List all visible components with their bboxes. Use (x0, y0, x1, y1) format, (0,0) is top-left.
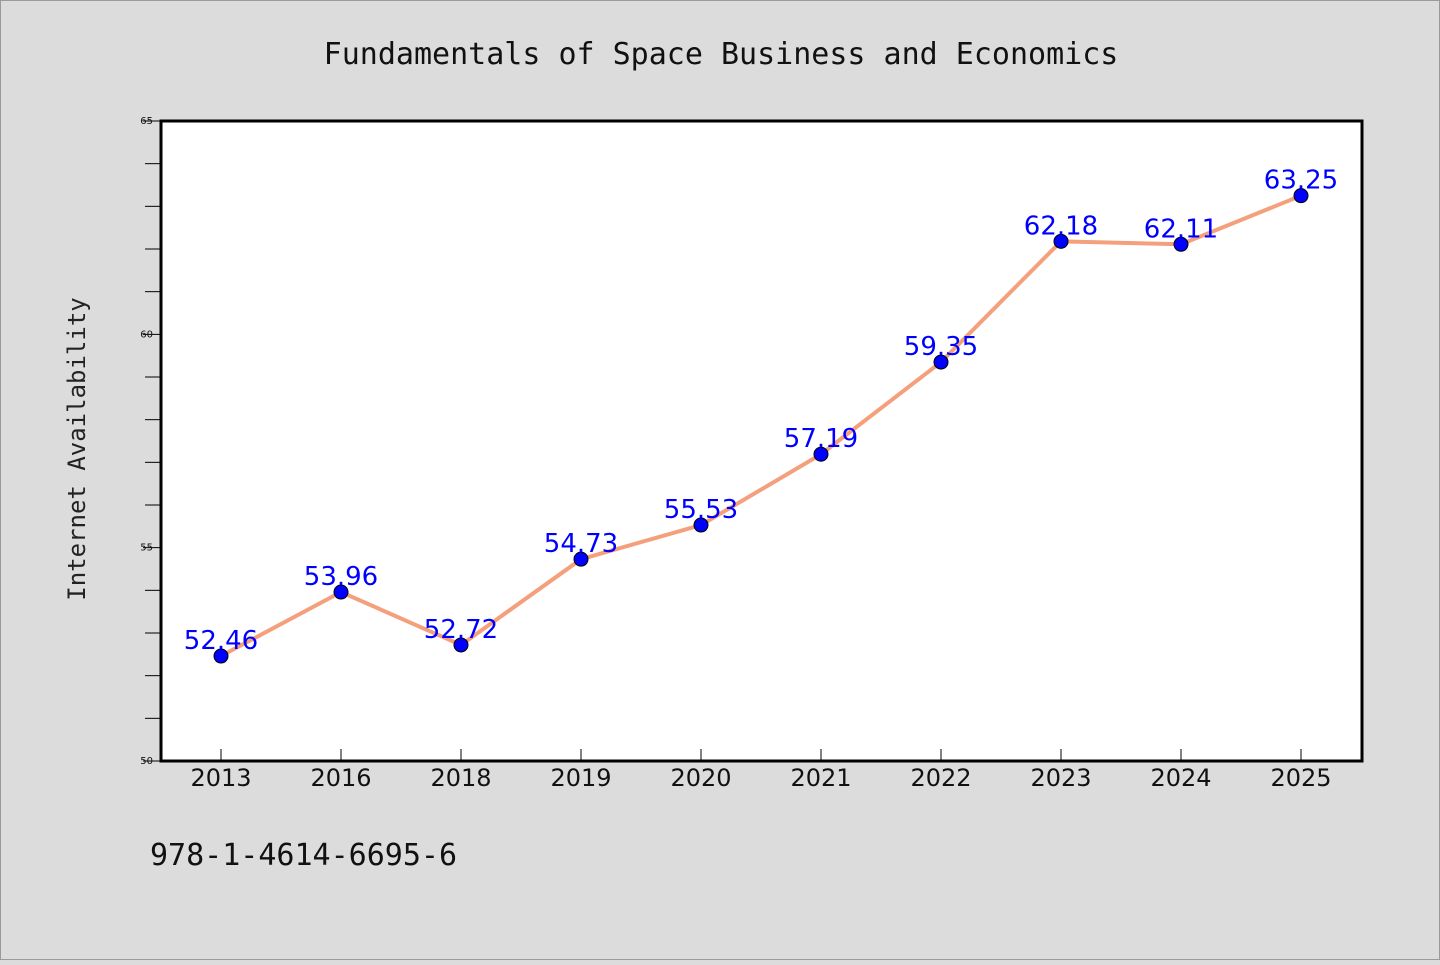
x-tick-label: 2016 (310, 764, 371, 792)
data-label-2024: 62.11 (1144, 214, 1218, 244)
x-tick-label: 2019 (550, 764, 611, 792)
data-series (219, 193, 1303, 659)
isbn-label: 978-1-4614-6695-6 (150, 838, 457, 873)
x-tick-label: 2021 (790, 764, 851, 792)
data-label-2013: 52.46 (184, 626, 258, 656)
data-point-2025 (1293, 188, 1309, 204)
x-tick-label: 2013 (190, 764, 251, 792)
data-label-2018: 52.72 (424, 615, 498, 645)
x-tick-label: 2024 (1150, 764, 1211, 792)
plot-frame (159, 119, 1364, 763)
data-label-2023: 62.18 (1024, 211, 1098, 241)
data-markers (213, 188, 1309, 664)
data-point-2024 (1173, 236, 1189, 252)
plot-area (161, 121, 1362, 761)
data-point-2019 (573, 551, 589, 567)
data-label-2022: 59.35 (904, 332, 978, 362)
data-label-2021: 57.19 (784, 424, 858, 454)
y-tick-label: 65 (140, 116, 153, 127)
data-point-2022 (933, 354, 949, 370)
data-label-2025: 63.25 (1264, 166, 1338, 196)
x-tick-label: 2018 (430, 764, 491, 792)
x-tick-label: 2020 (670, 764, 731, 792)
data-label-2019: 54.73 (544, 529, 618, 559)
data-labels: 52.46 53.96 52.72 54.73 55.53 57.19 59.35 62.18… (184, 166, 1338, 656)
data-point-2021 (813, 446, 829, 462)
data-point-2020 (693, 517, 709, 533)
y-tick-label: 50 (140, 756, 153, 767)
chart-title: Fundamentals of Space Business and Econo… (324, 37, 1119, 72)
y-tick-label: 60 (140, 329, 153, 340)
data-point-2018 (453, 637, 469, 653)
x-tick-label: 2023 (1030, 764, 1091, 792)
x-tick-label: 2022 (910, 764, 971, 792)
data-label-2016: 53.96 (304, 562, 378, 592)
y-axis-label: Internet Availability (63, 297, 91, 600)
data-point-2023 (1053, 233, 1069, 249)
series-line (219, 193, 1303, 659)
x-tick-label: 2025 (1270, 764, 1331, 792)
x-axis-ticks: 2013 2016 2018 2019 2020 2021 2022 2023 2024 2025 (190, 749, 1332, 792)
data-point-2013 (213, 648, 229, 664)
y-axis-ticks: 50 55 60 65 (140, 116, 161, 767)
data-label-2020: 55.53 (664, 495, 738, 525)
y-tick-label: 55 (140, 543, 153, 554)
data-point-2016 (333, 584, 349, 600)
